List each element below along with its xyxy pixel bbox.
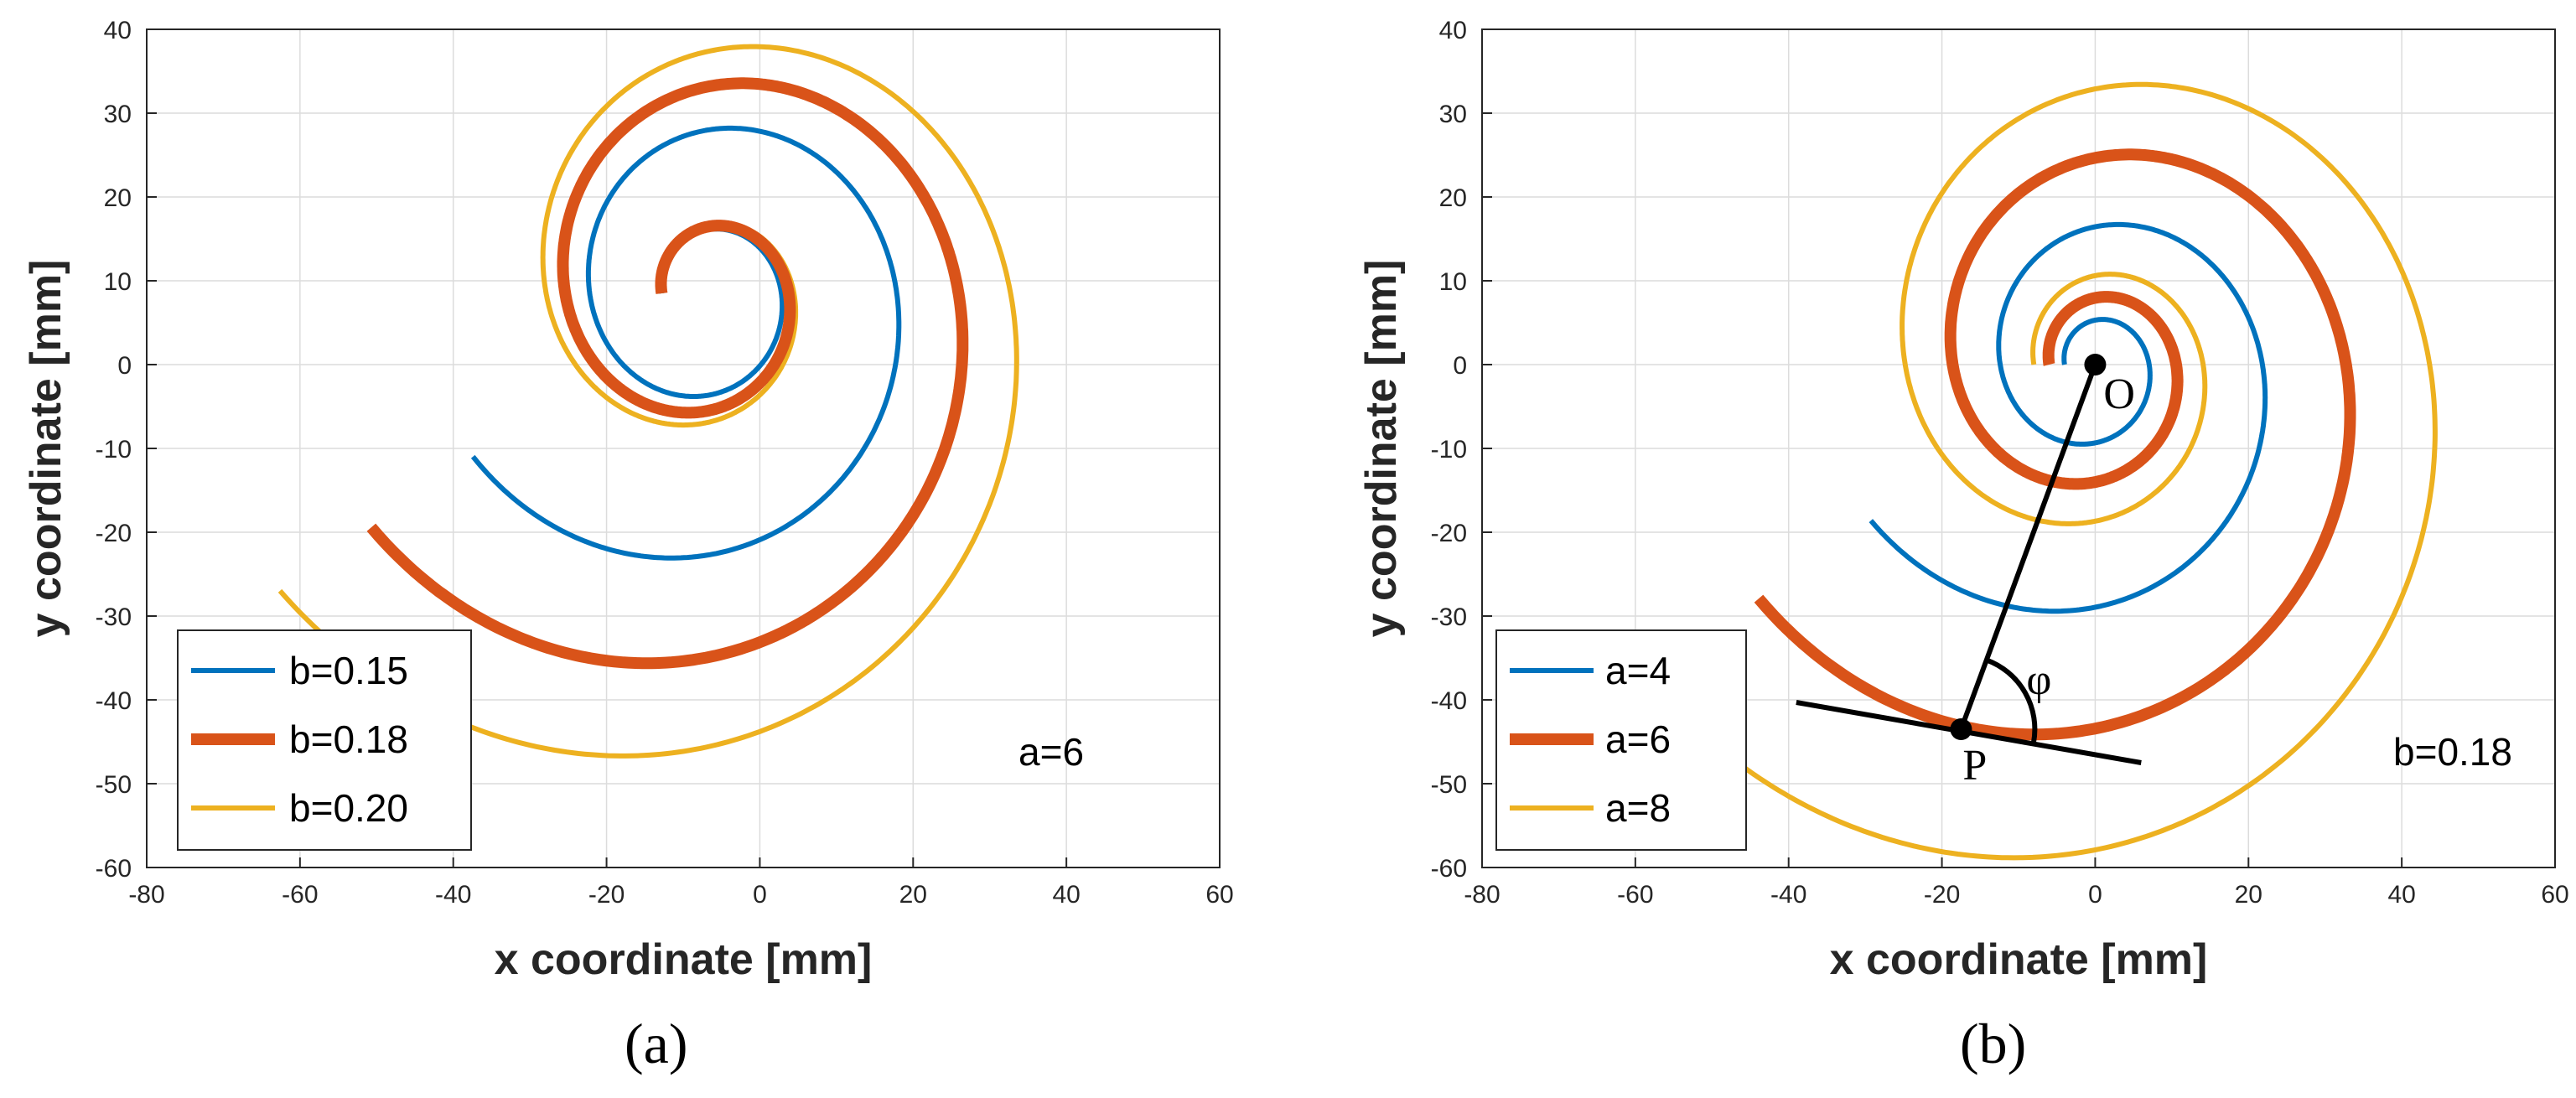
tick-label-x-b-6: 40 (2387, 881, 2415, 909)
angle-phi-label: φ (2026, 656, 2051, 704)
tick-label-x-a-5: 20 (899, 881, 927, 909)
tick-label-y-a-4: -20 (96, 520, 132, 547)
tick-label-x-b-4: 0 (2088, 881, 2102, 909)
tick-label-y-a-7: 10 (104, 268, 132, 296)
tick-label-y-b-1: -50 (1431, 771, 1467, 799)
tick-label-x-a-2: -40 (435, 881, 471, 909)
panel-label-b: (b) (1960, 1012, 2026, 1075)
tick-label-y-a-9: 30 (104, 101, 132, 128)
series-b (1644, 81, 2438, 861)
tick-label-x-b-3: -20 (1924, 881, 1960, 909)
tick-label-x-b-0: -80 (1464, 881, 1500, 909)
tick-label-y-b-8: 20 (1439, 184, 1467, 212)
tick-label-y-b-9: 30 (1439, 101, 1467, 128)
legend-b: a=4 a=6 a=8 (1495, 629, 1747, 851)
legend-a: b=0.15 b=0.18 b=0.20 (177, 629, 472, 851)
tick-label-x-a-4: 0 (753, 881, 767, 909)
series-line-b-0 (1869, 221, 2268, 614)
tick-label-y-b-5: -10 (1431, 436, 1467, 464)
tick-label-y-a-6: 0 (117, 352, 132, 380)
series-line-a-1 (366, 77, 969, 670)
radius-line-op (1958, 363, 2098, 731)
x-axis-title-b: x coordinate [mm] (1830, 935, 2208, 984)
markers-b: O P φ (1796, 354, 2142, 790)
tick-label-y-b-2: -40 (1431, 687, 1467, 715)
tick-label-y-a-2: -40 (96, 687, 132, 715)
point-p (1950, 718, 1972, 740)
panel-b: -80 -60 -40 -20 0 20 40 60-60-50-40-30-20-10010… (1357, 17, 2569, 1075)
panel-a: -80 -60 -40 -20 0 20 40 60-60-50-40-30-20-10010… (22, 17, 1234, 1075)
tick-label-y-a-8: 20 (104, 184, 132, 212)
tick-label-y-b-7: 10 (1439, 268, 1467, 296)
tick-label-x-a-1: -60 (282, 881, 318, 909)
ticks-b: -80 -60 -40 -20 0 20 40 60-60-50-40-30-20-10010… (1431, 17, 2569, 909)
panel-label-a: (a) (625, 1012, 687, 1075)
tick-label-x-a-0: -80 (128, 881, 164, 909)
tick-label-y-b-6: 0 (1453, 352, 1467, 380)
tick-label-y-b-3: -30 (1431, 603, 1467, 631)
origin-point (2084, 354, 2107, 375)
tick-label-y-a-1: -50 (96, 771, 132, 799)
legend-label-b-0: a=4 (1605, 649, 1671, 692)
tick-label-y-b-4: -20 (1431, 520, 1467, 547)
y-axis-title-b: y coordinate [mm] (1357, 260, 1406, 638)
legend-label-a-2: b=0.20 (289, 786, 408, 830)
tick-label-x-b-2: -40 (1770, 881, 1806, 909)
series-a (277, 44, 1019, 759)
tick-label-y-a-3: -30 (96, 603, 132, 631)
tick-label-y-b-0: -60 (1431, 855, 1467, 883)
ticks-a: -80 -60 -40 -20 0 20 40 60-60-50-40-30-20-10010… (96, 17, 1234, 909)
tick-label-x-a-6: 40 (1052, 881, 1080, 909)
series-line-b-1 (1754, 148, 2356, 741)
legend-label-a-1: b=0.18 (289, 717, 408, 761)
legend-label-b-2: a=8 (1605, 786, 1671, 830)
origin-label: O (2103, 370, 2135, 418)
x-axis-title-a: x coordinate [mm] (495, 935, 873, 984)
tick-label-x-b-5: 20 (2235, 881, 2262, 909)
tick-label-x-a-3: -20 (588, 881, 625, 909)
annotation-b: b=0.18 (2393, 730, 2512, 774)
annotation-a: a=6 (1018, 730, 1084, 774)
y-axis-title-a: y coordinate [mm] (22, 260, 70, 638)
tick-label-y-b-10: 40 (1439, 17, 1467, 44)
tick-label-y-a-10: 40 (104, 17, 132, 44)
point-p-label: P (1962, 742, 1987, 790)
legend-label-a-0: b=0.15 (289, 649, 408, 692)
tick-label-y-a-5: -10 (96, 436, 132, 464)
tick-label-x-a-7: 60 (1205, 881, 1233, 909)
tick-label-x-b-7: 60 (2541, 881, 2568, 909)
angle-arc (1985, 657, 2038, 743)
tick-label-y-a-0: -60 (96, 855, 132, 883)
series-line-b-2 (1644, 81, 2438, 861)
legend-label-b-1: a=6 (1605, 717, 1671, 761)
tick-label-x-b-1: -60 (1617, 881, 1653, 909)
